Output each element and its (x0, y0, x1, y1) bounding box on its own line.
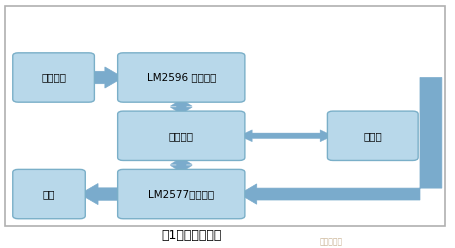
Text: 负载: 负载 (43, 189, 55, 199)
Polygon shape (89, 67, 123, 88)
Text: 电子发烧友: 电子发烧友 (318, 238, 342, 247)
FancyBboxPatch shape (117, 169, 244, 219)
FancyBboxPatch shape (327, 111, 417, 160)
Text: LM2596 降压电路: LM2596 降压电路 (146, 72, 216, 83)
Polygon shape (80, 184, 123, 205)
Text: LM2577升压电路: LM2577升压电路 (148, 189, 214, 199)
Text: 控制电路: 控制电路 (168, 131, 193, 141)
Polygon shape (170, 157, 192, 172)
FancyBboxPatch shape (13, 53, 94, 102)
FancyBboxPatch shape (13, 169, 85, 219)
Text: 直流电压: 直流电压 (41, 72, 66, 83)
FancyBboxPatch shape (117, 53, 244, 102)
FancyBboxPatch shape (117, 111, 244, 160)
FancyBboxPatch shape (5, 6, 444, 226)
Polygon shape (170, 99, 192, 114)
Polygon shape (239, 130, 332, 142)
Polygon shape (239, 77, 441, 204)
Text: 电池组: 电池组 (363, 131, 381, 141)
Text: 图1：系统方案图: 图1：系统方案图 (161, 229, 221, 242)
